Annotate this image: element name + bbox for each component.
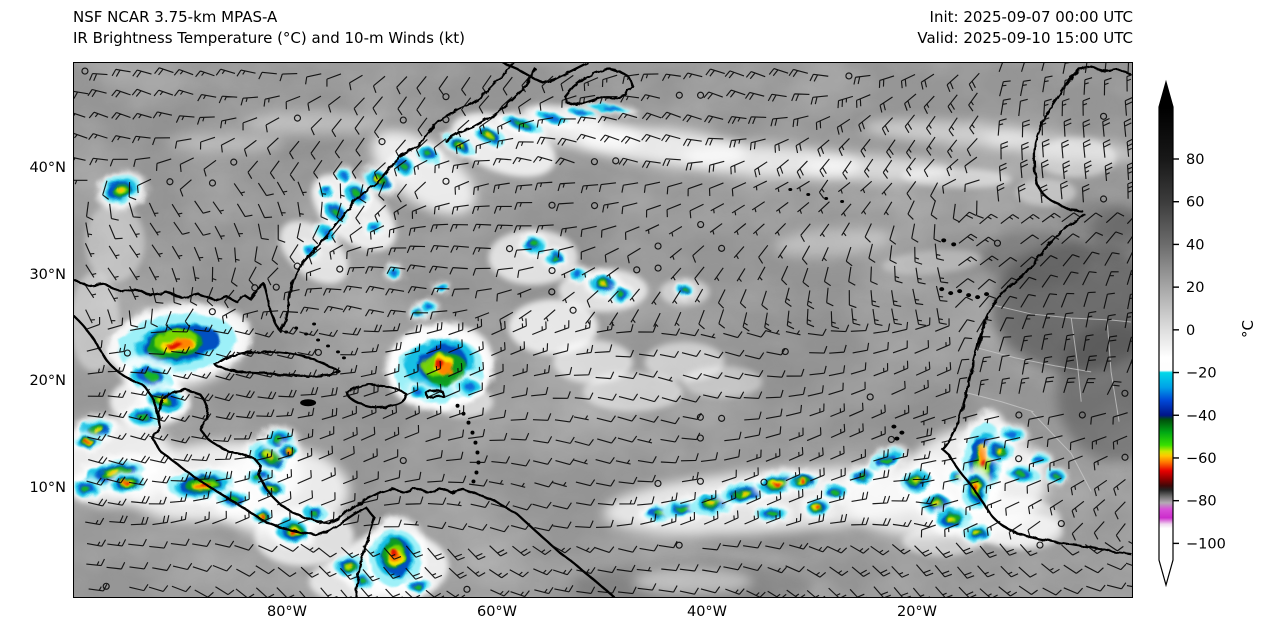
- colorbar-bar: [1158, 79, 1174, 588]
- colorbar-tick-label: 80: [1186, 152, 1204, 168]
- country-borders: [966, 304, 1132, 492]
- product-title: IR Brightness Temperature (°C) and 10-m …: [73, 29, 465, 47]
- init-time: Init: 2025-09-07 00:00 UTC: [929, 8, 1133, 26]
- colorbar-tick-label: −80: [1186, 494, 1217, 510]
- map-image: [74, 63, 1132, 597]
- figure-times: Init: 2025-09-07 00:00 UTC Valid: 2025-09…: [917, 7, 1133, 49]
- y-tick-label: 40°N: [29, 160, 66, 176]
- x-tick-label: 60°W: [476, 604, 518, 620]
- map-panel: [73, 62, 1133, 598]
- colorbar-tick-label: −100: [1186, 536, 1226, 552]
- y-tick-label: 30°N: [29, 267, 66, 283]
- islands-layer: [284, 188, 990, 484]
- colorbar-tick-label: 60: [1186, 195, 1204, 211]
- x-tick-label: 80°W: [266, 604, 308, 620]
- y-tick-label: 20°N: [29, 373, 66, 389]
- y-tick-label: 10°N: [29, 480, 66, 496]
- figure-title: NSF NCAR 3.75-km MPAS-A IR Brightness Tem…: [73, 7, 465, 49]
- wind-barbs-layer: [74, 63, 1132, 597]
- coastlines-layer: [74, 63, 1132, 597]
- colorbar-tick-label: 20: [1186, 280, 1204, 296]
- x-tick-label: 40°W: [686, 604, 728, 620]
- valid-time: Valid: 2025-09-10 15:00 UTC: [917, 29, 1133, 47]
- colorbar-tick-label: 40: [1186, 237, 1204, 253]
- colorbar-tick-label: −20: [1186, 366, 1217, 382]
- colorbar: 80 60 40 20 0 −20 −40 −60 −80 −100: [1152, 78, 1278, 597]
- convection-layer: [74, 102, 1068, 597]
- colorbar-svg: 80 60 40 20 0 −20 −40 −60 −80 −100: [1158, 79, 1226, 588]
- colorbar-tick-label: −60: [1186, 451, 1217, 467]
- colorbar-ticks: 80 60 40 20 0 −20 −40 −60 −80 −100: [1173, 152, 1226, 552]
- colorbar-tick-label: −40: [1186, 408, 1217, 424]
- model-title: NSF NCAR 3.75-km MPAS-A: [73, 8, 278, 26]
- x-tick-label: 20°W: [896, 604, 938, 620]
- colorbar-tick-label: 0: [1186, 323, 1195, 339]
- colorbar-unit-label: °C: [1239, 320, 1257, 338]
